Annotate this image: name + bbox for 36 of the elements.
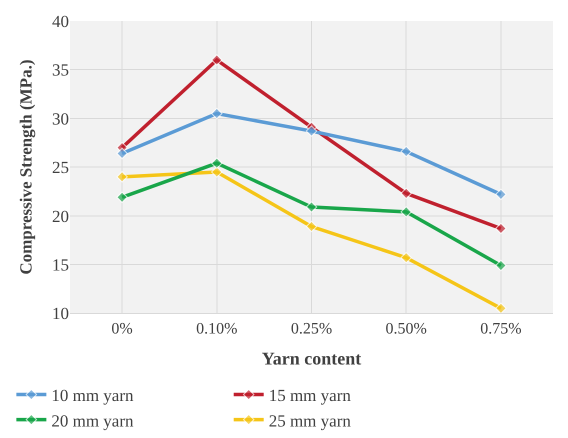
x-tick-label: 0.10% (196, 320, 238, 338)
y-tick-label: 10 (52, 304, 69, 324)
point (306, 125, 318, 137)
point (211, 54, 222, 66)
point (400, 188, 412, 200)
point (211, 108, 222, 120)
x-tick-label: 0.75% (480, 320, 522, 338)
point (211, 158, 222, 169)
legend-label: 20 mm yarn (51, 411, 134, 430)
legend-label: 10 mm yarn (51, 386, 134, 406)
point (495, 188, 507, 200)
y-tick-label: 40 (52, 12, 69, 31)
y-tick-label: 35 (52, 60, 69, 80)
y-tick-label: 25 (52, 158, 69, 178)
point (400, 146, 412, 158)
point (495, 302, 507, 314)
point (306, 201, 318, 213)
point (306, 220, 318, 232)
x-tick-label: 0.50% (386, 320, 427, 338)
y-tick-label: 20 (52, 206, 69, 226)
x-axis-title: Yarn content (262, 348, 362, 368)
legend-label: 25 mm yarn (268, 411, 352, 430)
point (400, 206, 412, 218)
point (116, 148, 128, 160)
x-tick-label: 0% (111, 320, 133, 338)
y-axis-title: Compressive Strength (MPa.) (16, 60, 36, 275)
point (116, 171, 128, 183)
legend-label: 15 mm yarn (268, 386, 352, 406)
y-tick-label: 15 (52, 255, 69, 274)
y-tick-label: 30 (52, 109, 69, 128)
point (211, 166, 222, 178)
point (495, 222, 507, 234)
point (400, 252, 412, 264)
point (495, 260, 507, 272)
x-tick-label: 0.25% (290, 320, 332, 338)
point (116, 192, 128, 203)
